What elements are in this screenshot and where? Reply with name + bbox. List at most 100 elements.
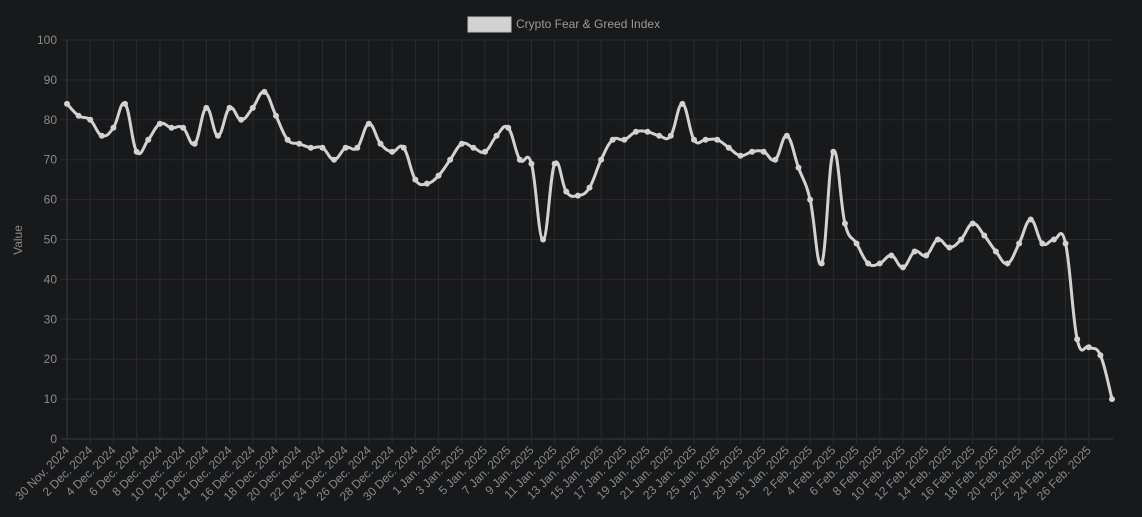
data-point[interactable]: [249, 104, 256, 111]
data-point[interactable]: [865, 260, 872, 267]
y-axis-ticks: 0 10 20 30 40 50 60 70 80 90 100: [37, 33, 57, 446]
data-point[interactable]: [412, 176, 419, 183]
data-point[interactable]: [540, 236, 547, 243]
data-point[interactable]: [226, 104, 233, 111]
data-point[interactable]: [1085, 344, 1092, 351]
legend-swatch[interactable]: [467, 16, 512, 33]
data-point[interactable]: [331, 156, 338, 163]
data-point[interactable]: [760, 148, 767, 155]
data-point[interactable]: [574, 192, 581, 199]
data-point[interactable]: [923, 252, 930, 259]
data-point[interactable]: [946, 244, 953, 251]
data-point[interactable]: [679, 100, 686, 107]
data-point[interactable]: [934, 236, 941, 243]
data-point[interactable]: [1050, 236, 1057, 243]
data-point[interactable]: [1109, 396, 1115, 403]
data-point[interactable]: [1062, 240, 1069, 247]
data-point[interactable]: [772, 156, 779, 163]
data-point[interactable]: [307, 144, 314, 151]
data-point[interactable]: [1097, 352, 1104, 359]
data-point[interactable]: [563, 188, 570, 195]
data-point[interactable]: [783, 132, 790, 139]
data-point[interactable]: [482, 148, 488, 155]
data-point[interactable]: [598, 156, 605, 163]
data-point[interactable]: [969, 220, 976, 227]
data-point[interactable]: [354, 144, 361, 151]
data-point[interactable]: [516, 156, 523, 163]
data-point[interactable]: [180, 124, 187, 131]
data-point[interactable]: [551, 160, 558, 167]
y-tick-label: 100: [37, 33, 57, 47]
data-point[interactable]: [214, 132, 221, 139]
data-point[interactable]: [586, 184, 593, 191]
data-point[interactable]: [238, 116, 245, 123]
data-point[interactable]: [667, 132, 674, 139]
data-point[interactable]: [400, 144, 407, 151]
data-point[interactable]: [470, 144, 477, 151]
data-point[interactable]: [110, 124, 117, 131]
data-point[interactable]: [725, 144, 732, 151]
data-point[interactable]: [493, 132, 500, 139]
data-point[interactable]: [1039, 240, 1046, 247]
data-point[interactable]: [319, 144, 326, 151]
data-point[interactable]: [145, 136, 152, 143]
data-point[interactable]: [830, 148, 837, 155]
data-point[interactable]: [1004, 260, 1011, 267]
data-point[interactable]: [296, 140, 303, 147]
data-point[interactable]: [447, 156, 454, 163]
data-point[interactable]: [807, 196, 814, 203]
data-point[interactable]: [981, 232, 988, 239]
data-point[interactable]: [656, 132, 663, 139]
data-point[interactable]: [87, 116, 94, 123]
data-point[interactable]: [818, 260, 825, 267]
data-point[interactable]: [632, 128, 639, 135]
data-point[interactable]: [122, 100, 129, 107]
y-tick-label: 60: [44, 193, 58, 207]
data-point[interactable]: [621, 136, 628, 143]
data-point[interactable]: [992, 248, 999, 255]
data-point[interactable]: [888, 252, 895, 259]
data-point[interactable]: [958, 236, 965, 243]
data-point[interactable]: [133, 148, 140, 155]
data-point[interactable]: [273, 112, 279, 119]
data-point[interactable]: [203, 104, 210, 111]
data-point[interactable]: [1016, 240, 1023, 247]
data-point[interactable]: [423, 180, 430, 187]
y-tick-label: 10: [44, 392, 58, 406]
legend[interactable]: Crypto Fear & Greed Index: [467, 16, 660, 33]
data-point[interactable]: [1027, 216, 1034, 223]
data-point[interactable]: [168, 124, 175, 131]
data-point[interactable]: [737, 152, 744, 159]
data-point[interactable]: [365, 120, 372, 127]
data-point[interactable]: [609, 136, 616, 143]
data-point[interactable]: [841, 220, 848, 227]
data-point[interactable]: [98, 132, 105, 139]
data-point[interactable]: [435, 172, 442, 179]
data-point[interactable]: [691, 136, 697, 143]
data-point[interactable]: [505, 124, 512, 131]
data-point[interactable]: [749, 148, 756, 155]
data-point[interactable]: [714, 136, 721, 143]
data-point[interactable]: [261, 88, 268, 95]
data-point[interactable]: [377, 140, 384, 147]
data-point[interactable]: [528, 160, 535, 167]
data-point[interactable]: [1074, 336, 1081, 343]
data-point[interactable]: [284, 136, 291, 143]
data-point[interactable]: [795, 164, 802, 171]
data-point[interactable]: [64, 100, 70, 107]
legend-label[interactable]: Crypto Fear & Greed Index: [516, 17, 660, 31]
data-point[interactable]: [75, 112, 82, 119]
data-point[interactable]: [191, 140, 198, 147]
data-point[interactable]: [911, 248, 918, 255]
data-point[interactable]: [702, 136, 709, 143]
data-point[interactable]: [342, 144, 349, 151]
data-point[interactable]: [156, 120, 163, 127]
data-point[interactable]: [853, 240, 860, 247]
data-point[interactable]: [644, 128, 651, 135]
data-point[interactable]: [389, 148, 396, 155]
data-point[interactable]: [900, 264, 906, 271]
y-tick-label: 80: [44, 113, 58, 127]
data-point[interactable]: [458, 140, 465, 147]
data-point[interactable]: [876, 260, 883, 267]
